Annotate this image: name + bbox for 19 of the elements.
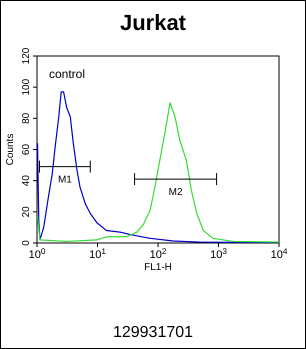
annotation: control: [49, 67, 86, 81]
x-axis-title: FL1-H: [144, 262, 172, 273]
x-tick-label: 10$^{3}$: [210, 246, 228, 261]
y-axis-title: Counts: [5, 134, 16, 166]
y-tick-label: 100: [21, 78, 32, 96]
annotation: M1: [58, 174, 72, 186]
x-tick-label: 10$^{4}$: [270, 246, 288, 261]
y-tick-label: 0: [21, 240, 32, 246]
y-tick-label: 20: [21, 206, 32, 218]
x-tick-label: 10$^{1}$: [89, 246, 106, 261]
y-tick-label: 60: [21, 144, 32, 156]
x-tick-label: 10$^{0}$: [28, 246, 46, 261]
y-tick-label: 40: [21, 174, 32, 186]
y-tick-label: 80: [21, 112, 32, 124]
y-tick-label: 120: [21, 47, 32, 64]
annotation: M2: [168, 187, 183, 198]
x-tick-label: 10$^{2}$: [150, 246, 167, 261]
text: 129931701: [112, 324, 194, 341]
chart-title: Jurkat: [120, 10, 187, 35]
